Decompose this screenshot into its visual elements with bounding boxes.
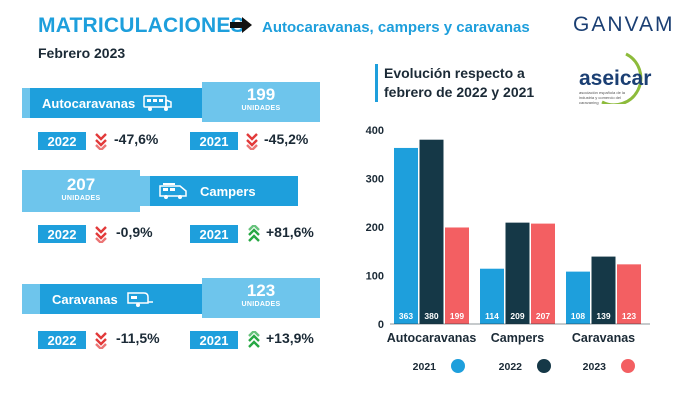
bar-caravanas-2022 [591,256,616,324]
aseicar-logo [601,52,643,104]
y-tick-label: 400 [366,125,384,137]
legend-swatch [537,359,551,373]
card-label-text: Caravanas [52,291,118,307]
bar-value-label: 363 [399,311,413,321]
card-autocaravanas-units: 199 UNIDADES [202,82,320,122]
units-value: 207 [66,175,96,194]
page-title: MATRICULACIONES [38,14,245,37]
year-2021-box: 2021 [190,331,238,349]
chevron-down-icon [95,332,107,349]
ganvam-logo: GANVAM [573,13,675,36]
units-value: 123 [246,281,276,300]
bar-autocaravanas-2021 [394,147,418,324]
year-2021-box: 2021 [190,225,238,243]
card-label-text: Autocaravanas [42,95,136,111]
x-category-label: Caravanas [572,331,635,345]
units-label: UNIDADES [241,105,281,112]
bar-value-label: 108 [571,311,585,321]
legend-label: 2022 [499,361,523,373]
card-campers-units: 207 UNIDADES [22,170,140,212]
pct-vs-2021: -45,2% [264,131,309,147]
card-label-text: Campers [200,183,256,199]
bar-chart: 0 100 200 300 400 363 380 199 114 209 207 108 139 123… [366,125,650,373]
year-2021-box: 2021 [190,132,238,150]
chevron-up-icon [248,225,260,242]
year-2022-box: 2022 [38,132,86,150]
year-2022-box: 2022 [38,225,86,243]
chevron-down-icon [246,133,258,150]
aseicar-logo-text: aseicar [579,67,652,90]
bar-value-label: 139 [596,311,610,321]
pct-vs-2022: -47,6% [114,131,159,147]
legend-swatch [451,359,465,373]
chevron-down-icon [95,133,107,150]
x-category-label: Campers [491,331,545,345]
bar-campers-2023 [531,223,555,324]
chevron-up-icon [248,331,260,348]
bar-value-label: 123 [622,311,636,321]
y-tick-label: 100 [366,271,384,283]
card-campers-label: Campers [150,176,298,206]
report-date: Febrero 2023 [38,45,126,61]
bar-value-label: 114 [485,311,499,321]
bar-campers-2021 [480,268,504,324]
card-caravanas-units: 123 UNIDADES [202,278,320,318]
legend-swatch [621,359,635,373]
chart-title: Evolución respecto a febrero de 2022 y 2… [375,64,554,102]
bar-value-label: 380 [424,311,438,321]
pct-vs-2022: -11,5% [116,330,160,346]
pct-vs-2021: +81,6% [266,224,314,240]
page-subtitle: Autocaravanas, campers y caravanas [262,19,530,36]
pct-vs-2021: +13,9% [266,330,314,346]
motorhome-icon [143,95,172,111]
x-category-label: Autocaravanas [387,331,477,345]
chevron-down-icon [95,226,107,243]
bar-caravanas-2021 [566,271,590,324]
bar-campers-2022 [505,222,530,324]
card-caravanas-label: Caravanas [40,284,202,314]
units-label: UNIDADES [61,195,101,202]
legend-label: 2023 [583,361,607,373]
aseicar-logo-subtitle: asociación española de la industria y co… [579,90,626,105]
van-icon [159,183,187,199]
y-tick-label: 0 [378,319,384,331]
y-tick-label: 300 [366,174,384,186]
arrow-right-icon [230,17,252,33]
units-value: 199 [246,85,276,104]
card-autocaravanas-label: Autocaravanas [30,88,202,118]
bar-autocaravanas-2023 [445,227,469,324]
caravan-icon [127,292,153,307]
bar-caravanas-2023 [617,264,641,324]
bar-value-label: 207 [536,311,550,321]
year-2022-box: 2022 [38,331,86,349]
bar-value-label: 199 [450,311,464,321]
bar-value-label: 209 [510,311,524,321]
pct-vs-2022: -0,9% [116,224,153,240]
units-label: UNIDADES [241,301,281,308]
bar-autocaravanas-2022 [419,139,444,324]
legend-label: 2021 [413,361,437,373]
y-tick-label: 200 [366,222,384,234]
